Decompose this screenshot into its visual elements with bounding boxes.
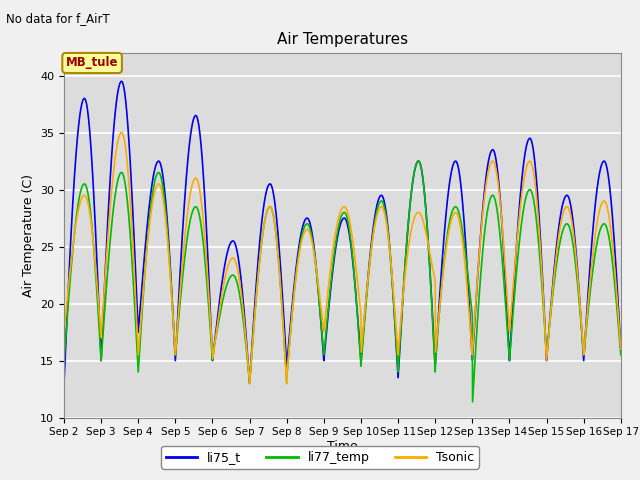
X-axis label: Time: Time bbox=[327, 440, 358, 453]
li75_t bbox=[148, 185, 156, 191]
li77_temp bbox=[241, 332, 249, 337]
Y-axis label: Air Temperature (C): Air Temperature (C) bbox=[22, 174, 35, 297]
Tsonic bbox=[60, 329, 68, 335]
Tsonic bbox=[234, 271, 242, 276]
li75_t bbox=[241, 321, 249, 326]
Tsonic bbox=[577, 314, 585, 320]
Line: li77_temp: li77_temp bbox=[64, 161, 621, 402]
li77_temp bbox=[577, 319, 585, 324]
Tsonic bbox=[348, 234, 356, 240]
li75_t bbox=[118, 78, 125, 84]
Tsonic bbox=[246, 381, 253, 386]
li77_temp bbox=[60, 358, 68, 363]
Tsonic bbox=[207, 323, 214, 329]
Text: No data for f_AirT: No data for f_AirT bbox=[6, 12, 110, 25]
Title: Air Temperatures: Air Temperatures bbox=[277, 33, 408, 48]
li77_temp bbox=[348, 245, 356, 251]
Line: li75_t: li75_t bbox=[64, 81, 621, 384]
Tsonic bbox=[148, 207, 156, 213]
li77_temp bbox=[147, 201, 155, 206]
Legend: li75_t, li77_temp, Tsonic: li75_t, li77_temp, Tsonic bbox=[161, 446, 479, 469]
Line: Tsonic: Tsonic bbox=[64, 132, 621, 384]
Text: MB_tule: MB_tule bbox=[66, 57, 118, 70]
li75_t bbox=[577, 312, 584, 318]
Tsonic bbox=[617, 347, 625, 352]
li77_temp bbox=[617, 352, 625, 358]
li77_temp bbox=[207, 329, 214, 335]
li75_t bbox=[617, 347, 625, 352]
li75_t bbox=[234, 256, 242, 262]
Tsonic bbox=[118, 130, 125, 135]
li77_temp bbox=[468, 399, 476, 405]
li75_t bbox=[348, 252, 356, 257]
Tsonic bbox=[241, 327, 249, 333]
li75_t bbox=[207, 318, 214, 324]
li77_temp bbox=[234, 284, 242, 290]
li77_temp bbox=[415, 158, 422, 164]
li75_t bbox=[60, 381, 68, 386]
